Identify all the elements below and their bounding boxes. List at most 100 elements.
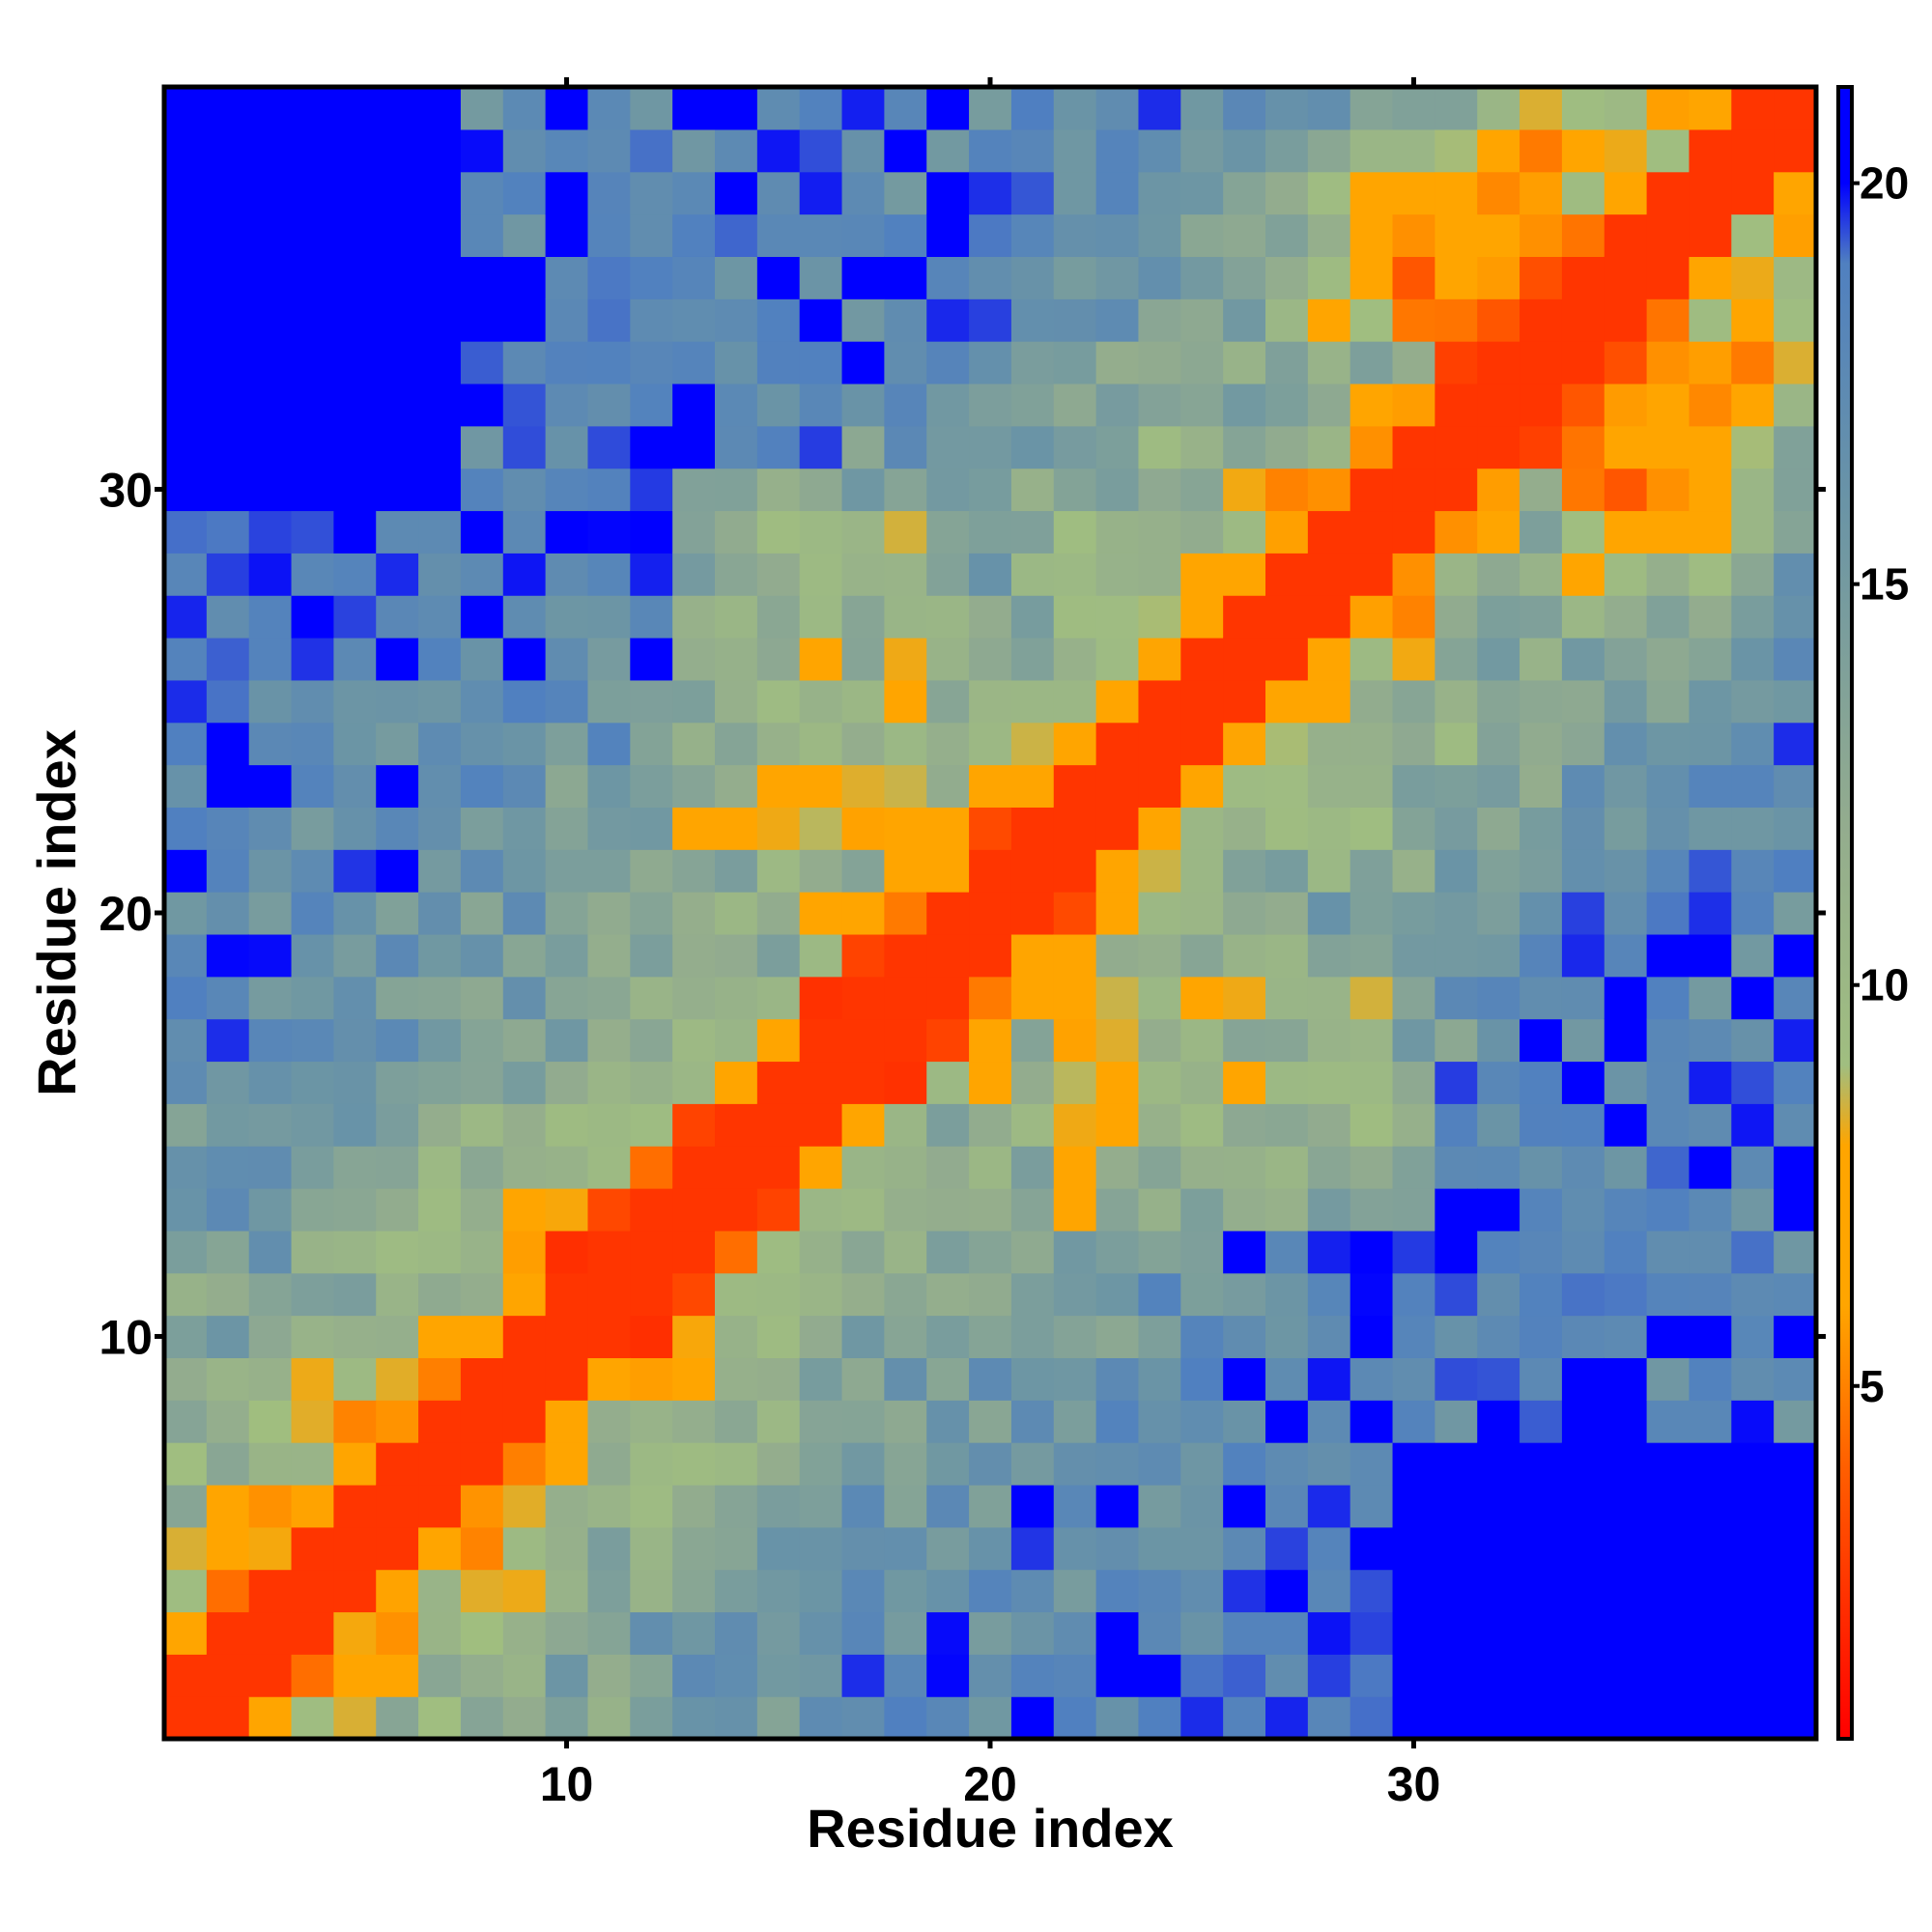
heatmap-cell: [1392, 1442, 1435, 1486]
heatmap-cell: [1307, 1061, 1351, 1104]
heatmap-cell: [1520, 1061, 1563, 1104]
heatmap-cell: [460, 1146, 504, 1189]
heatmap-cell: [376, 1061, 419, 1104]
heatmap-cell: [672, 128, 716, 173]
heatmap-cell: [1010, 383, 1055, 427]
heatmap-cell: [460, 1061, 504, 1104]
heatmap-cell: [1435, 1611, 1478, 1655]
heatmap-cell: [1392, 1272, 1435, 1317]
heatmap-cell: [884, 1018, 927, 1063]
heatmap-cell: [969, 849, 1012, 893]
heatmap-cell: [1307, 553, 1351, 596]
heatmap-cell: [1689, 1146, 1732, 1189]
heatmap-cell: [1350, 849, 1394, 893]
heatmap-cell: [248, 638, 293, 681]
heatmap-cell: [715, 256, 758, 299]
heatmap-cell: [1265, 1188, 1309, 1232]
heatmap-cell: [1604, 1103, 1648, 1147]
heatmap-cell: [1223, 1146, 1266, 1189]
heatmap-cell: [1307, 1357, 1351, 1401]
heatmap-cell: [1561, 1654, 1605, 1697]
heatmap-cell: [841, 595, 885, 639]
heatmap-cell: [969, 933, 1012, 978]
heatmap-cell: [1350, 1230, 1394, 1274]
heatmap-cell: [1604, 1611, 1648, 1655]
heatmap-cell: [1392, 679, 1435, 724]
heatmap-cell: [1731, 128, 1775, 173]
heatmap-cell: [291, 425, 334, 469]
heatmap-cell: [1646, 1103, 1690, 1147]
heatmap-cell: [460, 1103, 504, 1147]
heatmap-cell: [884, 807, 927, 850]
heatmap-cell: [1520, 1357, 1563, 1401]
heatmap-cell: [1350, 1272, 1394, 1317]
heatmap-cell: [1731, 595, 1775, 639]
heatmap-cell: [291, 1230, 334, 1274]
heatmap-cell: [1477, 1230, 1520, 1274]
heatmap-cell: [630, 553, 673, 596]
heatmap-cell: [1095, 849, 1140, 893]
heatmap-cell: [1265, 1230, 1309, 1274]
heatmap-cell: [672, 1484, 716, 1528]
heatmap-cell: [1392, 213, 1435, 257]
heatmap-cell: [1731, 87, 1775, 130]
heatmap-cell: [1223, 807, 1266, 850]
heatmap-cell: [291, 976, 334, 1020]
heatmap-cell: [926, 1611, 970, 1655]
heatmap-cell: [1435, 1696, 1478, 1740]
heatmap-cell: [672, 213, 716, 257]
heatmap-cell: [333, 1696, 377, 1740]
heatmap-cell: [1223, 1357, 1266, 1401]
heatmap-cell: [1095, 1272, 1140, 1317]
heatmap-cell: [969, 510, 1012, 554]
heatmap-cell: [1520, 1315, 1563, 1358]
heatmap-cell: [1138, 638, 1181, 681]
heatmap-cell: [1561, 256, 1605, 299]
heatmap-cell: [1689, 510, 1732, 554]
heatmap-cell: [1180, 1400, 1224, 1443]
heatmap-cell: [1561, 595, 1605, 639]
y-tick-label: 20: [99, 887, 153, 941]
heatmap-cell: [799, 553, 843, 596]
heatmap-cell: [248, 128, 293, 173]
heatmap-cell: [1646, 510, 1690, 554]
heatmap-cell: [206, 1188, 250, 1232]
heatmap-cell: [1095, 468, 1140, 512]
heatmap-cell: [248, 1018, 293, 1063]
heatmap-cell: [1180, 87, 1224, 130]
heatmap-cell: [1604, 298, 1648, 342]
heatmap-cell: [248, 1146, 293, 1189]
heatmap-cell: [1774, 1654, 1817, 1697]
heatmap-cell: [206, 468, 250, 512]
heatmap-cell: [587, 764, 631, 808]
heatmap-cell: [164, 595, 208, 639]
heatmap-cell: [164, 510, 208, 554]
heatmap-cell: [1604, 510, 1648, 554]
heatmap-cell: [1646, 1061, 1690, 1104]
heatmap-cell: [1223, 1188, 1266, 1232]
heatmap-cell: [1731, 764, 1775, 808]
heatmap-cell: [502, 87, 547, 130]
heatmap-cell: [587, 1611, 631, 1655]
heatmap-cell: [1053, 722, 1097, 766]
heatmap-cell: [1604, 1272, 1648, 1317]
heatmap-cell: [1477, 425, 1520, 469]
heatmap-cell: [1223, 679, 1266, 724]
heatmap-cell: [884, 553, 927, 596]
heatmap-cell: [1010, 1357, 1055, 1401]
heatmap-cell: [1689, 1654, 1732, 1697]
heatmap-cell: [1265, 1400, 1309, 1443]
heatmap-cell: [969, 807, 1012, 850]
heatmap-cell: [1010, 1484, 1055, 1528]
heatmap-cell: [1138, 1357, 1181, 1401]
heatmap-cell: [1435, 1569, 1478, 1613]
heatmap-cell: [1604, 1188, 1648, 1232]
heatmap-cell: [418, 1696, 462, 1740]
heatmap-cell: [502, 638, 547, 681]
heatmap-cell: [1520, 1526, 1563, 1571]
heatmap-cell: [1561, 1357, 1605, 1401]
heatmap-cell: [587, 892, 631, 935]
heatmap-cell: [1138, 510, 1181, 554]
heatmap-cell: [884, 341, 927, 384]
heatmap-cell: [1646, 1569, 1690, 1613]
